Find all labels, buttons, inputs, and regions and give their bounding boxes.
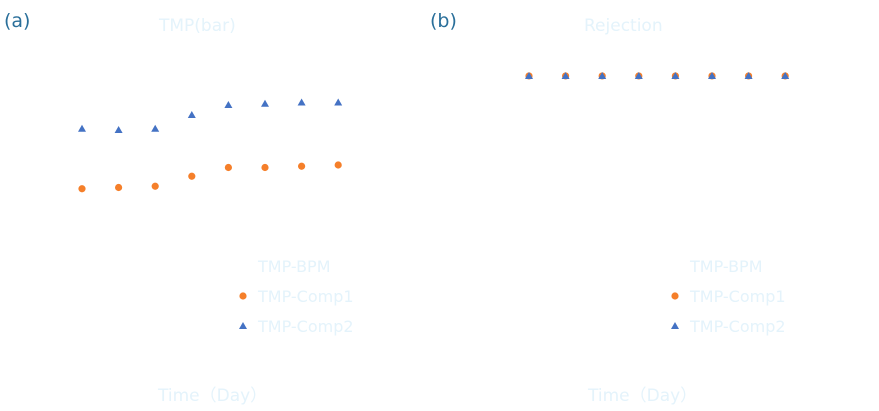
panel-a-legend-comp2: TMP-Comp2 xyxy=(258,317,354,336)
panel-a-legend-bpm: TMP-BPM xyxy=(258,257,331,276)
panel-a-tmp-comp2-point xyxy=(261,99,269,107)
panel-a-tmp-comp2-point xyxy=(224,101,233,108)
panel-b-tmp-comp2-point xyxy=(561,71,570,79)
panel-a-xlabel: Time（Day） xyxy=(158,386,268,406)
panel-a-tmp-comp1-point xyxy=(261,163,269,172)
panel-a-tmp-comp1-point xyxy=(78,185,86,193)
panel-a-tmp-comp1-point xyxy=(188,172,196,180)
panel-a-tmp-comp1-point xyxy=(298,162,306,170)
panel-a-tmp-comp2-point xyxy=(334,98,343,106)
panel-a-tmp-comp2-point xyxy=(151,124,160,132)
panel-b-tmp-comp2-point xyxy=(744,71,753,79)
panel-a-tmp-comp1-point xyxy=(115,183,123,192)
panel-b-tmp-comp2-point xyxy=(781,71,790,79)
panel-b-legend-tmp-comp1-marker xyxy=(671,292,679,300)
panel-b-tmp-comp2-point xyxy=(634,71,643,79)
panel-b-xlabel: Time（Day） xyxy=(588,386,698,406)
panel-a-legend-comp1: TMP-Comp1 xyxy=(258,287,354,306)
panel-a-tmp-comp1-point xyxy=(224,163,232,172)
panel-a-tmp-comp1-point xyxy=(334,161,342,169)
panel-b-label: (b) xyxy=(430,10,457,32)
panel-a-tmp-comp2-point xyxy=(187,111,196,118)
panel-b-tmp-comp2-point xyxy=(525,71,533,79)
panel-b-tmp-comp2-point xyxy=(598,71,607,79)
panel-a-tmp-comp1-point xyxy=(151,182,159,190)
panel-b-legend-comp2: TMP-Comp2 xyxy=(690,317,786,336)
panel-a-tmp-comp2-point xyxy=(114,126,123,133)
panel-a-tmp-comp2-point xyxy=(297,98,306,106)
panel-b-tmp-comp2-point xyxy=(671,71,680,79)
panel-a-tmp-comp2-point xyxy=(78,124,86,132)
panel-a-label: (a) xyxy=(4,10,31,32)
panel-b-legend-comp1: TMP-Comp1 xyxy=(690,287,786,306)
panel-a-legend-tmp-comp1-marker xyxy=(239,292,247,300)
panel-b-legend-bpm: TMP-BPM xyxy=(690,257,763,276)
panel-a-title: TMP(bar) xyxy=(159,16,236,36)
panel-b-tmp-comp2-point xyxy=(708,71,716,79)
panel-a-legend-tmp-comp2-marker xyxy=(239,322,247,329)
panel-b-title: Rejection xyxy=(584,16,663,36)
panel-b-legend-tmp-comp2-marker xyxy=(671,322,679,329)
